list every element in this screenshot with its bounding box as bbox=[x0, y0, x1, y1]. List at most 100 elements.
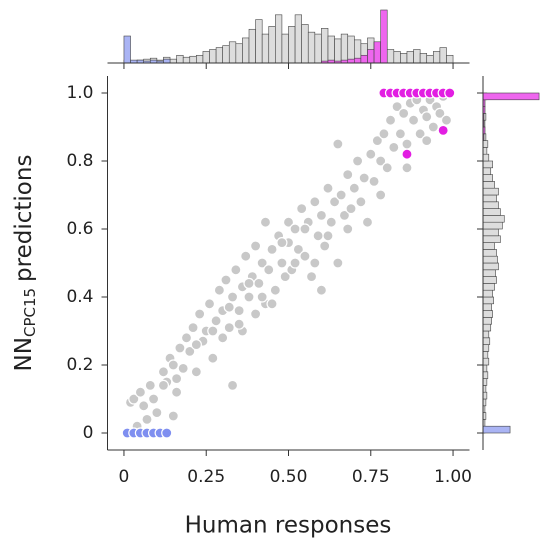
point bbox=[259, 216, 272, 228]
point bbox=[345, 203, 357, 215]
top-hist-bar bbox=[123, 35, 131, 64]
point bbox=[269, 284, 281, 296]
top-hist-bar bbox=[347, 58, 355, 64]
point bbox=[266, 243, 278, 255]
point bbox=[157, 366, 170, 378]
right-hist-bar bbox=[482, 276, 497, 284]
point bbox=[144, 379, 156, 391]
point bbox=[309, 196, 321, 208]
y-tick-label: 0.6 bbox=[66, 219, 93, 239]
point bbox=[266, 298, 278, 310]
top-hist-bar bbox=[321, 28, 329, 64]
right-hist-bar bbox=[482, 303, 492, 311]
point bbox=[180, 332, 193, 344]
right-hist-bar bbox=[482, 289, 493, 298]
right-hist-bar bbox=[482, 310, 493, 318]
point bbox=[233, 305, 245, 317]
point bbox=[407, 114, 420, 126]
point bbox=[256, 257, 268, 269]
point bbox=[440, 114, 453, 126]
point bbox=[348, 182, 360, 194]
point bbox=[401, 162, 413, 174]
point bbox=[361, 216, 374, 228]
y-label-rest: predictions bbox=[11, 155, 37, 282]
top-hist-bar bbox=[215, 47, 223, 64]
point bbox=[375, 155, 387, 167]
right-hist-bar bbox=[482, 167, 492, 175]
point bbox=[134, 386, 147, 398]
point bbox=[279, 271, 291, 283]
point bbox=[299, 223, 311, 235]
right-hist-bar bbox=[482, 228, 499, 237]
point bbox=[335, 189, 347, 201]
point bbox=[328, 196, 341, 208]
right-hist-bar bbox=[482, 174, 493, 182]
right-hist-bar bbox=[482, 181, 495, 189]
right-hist-bar bbox=[482, 357, 490, 366]
top-hist-bar bbox=[400, 53, 408, 64]
point bbox=[299, 250, 311, 262]
point bbox=[358, 172, 370, 184]
right-hist-bar bbox=[482, 215, 505, 223]
point bbox=[276, 237, 288, 249]
point bbox=[401, 138, 413, 150]
right-hist-bar bbox=[482, 391, 488, 400]
top-hist-bar bbox=[261, 33, 270, 64]
y-tick-label: 0 bbox=[83, 423, 94, 443]
point bbox=[289, 257, 301, 269]
right-hist-bar bbox=[482, 235, 501, 243]
point bbox=[174, 342, 186, 354]
point bbox=[177, 362, 189, 374]
point bbox=[171, 373, 183, 385]
top-hist-bar bbox=[242, 37, 250, 64]
point bbox=[289, 223, 301, 235]
point bbox=[421, 135, 433, 147]
point bbox=[161, 427, 173, 439]
x-axis-label: Human responses bbox=[185, 513, 392, 539]
right-hist-bar bbox=[482, 269, 496, 277]
point bbox=[371, 135, 383, 147]
point bbox=[190, 366, 202, 378]
point bbox=[375, 189, 387, 201]
right-hist-bar bbox=[482, 221, 503, 230]
right-hist-bar bbox=[482, 201, 499, 209]
point bbox=[437, 124, 449, 136]
point bbox=[220, 274, 232, 286]
point bbox=[434, 107, 446, 120]
point bbox=[263, 264, 275, 276]
right-hist-bar bbox=[482, 337, 491, 345]
top-hist-bar bbox=[209, 49, 217, 64]
right-hist-bar bbox=[482, 351, 489, 359]
top-hist-bar bbox=[406, 51, 414, 64]
point bbox=[194, 308, 206, 320]
top-hist-bar bbox=[413, 49, 421, 64]
top-hist-bar bbox=[176, 54, 184, 64]
top-hist-bar bbox=[182, 56, 191, 64]
point bbox=[296, 203, 308, 215]
point bbox=[421, 111, 433, 123]
point bbox=[309, 257, 321, 269]
top-hist-bar bbox=[235, 43, 243, 64]
y-label-subscript: CPC15 bbox=[21, 288, 39, 337]
y-tick-label: 0.2 bbox=[66, 355, 93, 375]
point bbox=[249, 240, 262, 252]
point bbox=[444, 87, 456, 99]
point bbox=[223, 322, 235, 334]
point bbox=[167, 410, 179, 422]
top-hist-bar bbox=[202, 51, 210, 64]
right-hist-bar bbox=[482, 371, 489, 379]
point bbox=[391, 100, 403, 113]
point bbox=[305, 271, 318, 283]
right-hist-bar bbox=[482, 160, 493, 169]
top-hist-bar bbox=[367, 49, 375, 64]
top-hist-bar bbox=[163, 58, 171, 64]
point bbox=[203, 298, 216, 310]
top-hist-bar bbox=[386, 49, 395, 64]
point bbox=[322, 230, 334, 242]
point bbox=[243, 291, 255, 303]
right-hist-bar bbox=[482, 153, 490, 162]
point bbox=[210, 315, 222, 327]
point bbox=[141, 413, 153, 425]
right-hist-bar bbox=[482, 249, 497, 257]
x-tick-label: 0.25 bbox=[187, 467, 225, 487]
